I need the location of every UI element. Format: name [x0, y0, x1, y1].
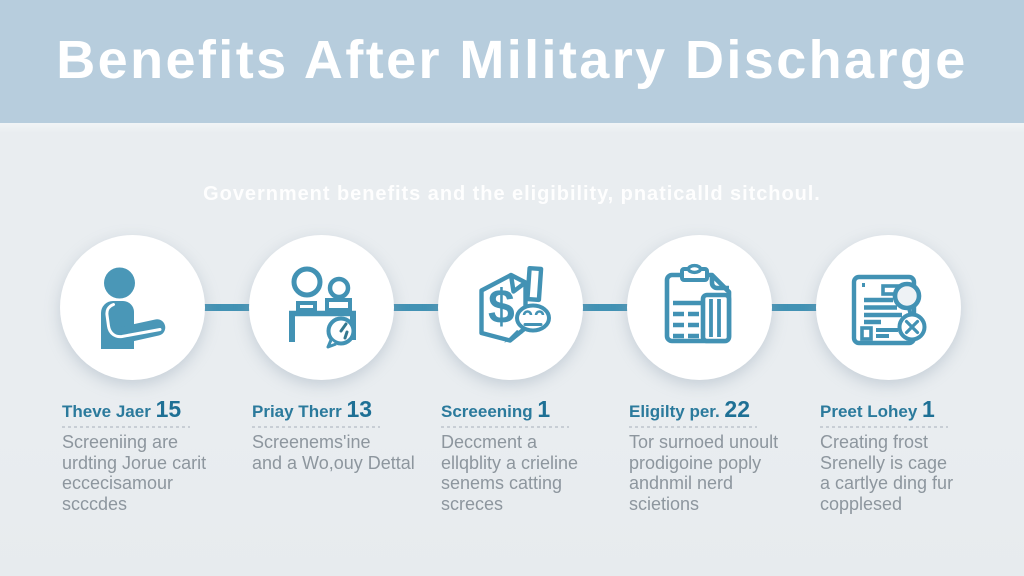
svg-text:$: $ [488, 281, 515, 334]
